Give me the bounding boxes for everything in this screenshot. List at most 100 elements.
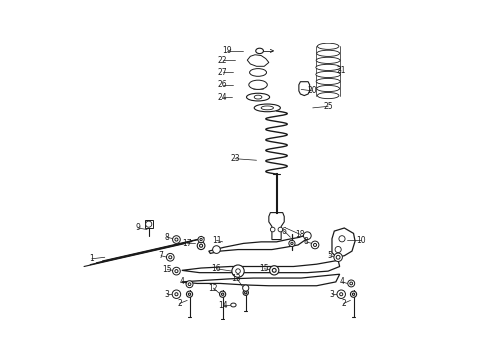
Ellipse shape	[261, 106, 273, 110]
Circle shape	[172, 290, 181, 298]
Circle shape	[172, 236, 180, 243]
Ellipse shape	[249, 69, 267, 76]
Circle shape	[335, 247, 341, 253]
Circle shape	[186, 281, 193, 288]
Text: 16: 16	[212, 264, 221, 273]
Circle shape	[213, 246, 220, 253]
Text: 21: 21	[337, 66, 346, 75]
Text: 23: 23	[230, 154, 240, 163]
Circle shape	[334, 253, 343, 261]
Ellipse shape	[316, 71, 341, 77]
Text: 6: 6	[282, 226, 287, 235]
Ellipse shape	[316, 78, 340, 85]
Circle shape	[314, 243, 317, 247]
Polygon shape	[247, 55, 269, 66]
Text: 13: 13	[232, 274, 241, 283]
Circle shape	[221, 293, 224, 295]
Ellipse shape	[256, 48, 264, 54]
Text: 10: 10	[356, 236, 366, 245]
Circle shape	[200, 238, 202, 241]
Text: 8: 8	[165, 233, 170, 242]
Text: 2: 2	[177, 299, 182, 308]
Circle shape	[340, 293, 343, 296]
Circle shape	[311, 241, 319, 249]
Circle shape	[339, 236, 345, 242]
Text: 1: 1	[89, 254, 94, 263]
Ellipse shape	[249, 80, 268, 89]
Polygon shape	[299, 82, 310, 95]
Polygon shape	[332, 228, 355, 257]
Circle shape	[146, 221, 152, 227]
Circle shape	[336, 255, 340, 259]
Text: 18: 18	[295, 230, 304, 239]
Text: 15: 15	[259, 264, 269, 273]
Ellipse shape	[316, 57, 340, 63]
Text: 3: 3	[330, 290, 334, 299]
Circle shape	[197, 242, 205, 249]
Polygon shape	[182, 274, 340, 286]
Circle shape	[272, 269, 276, 272]
Polygon shape	[145, 220, 152, 228]
Circle shape	[169, 256, 172, 259]
Circle shape	[348, 280, 355, 287]
Ellipse shape	[231, 303, 236, 307]
Circle shape	[270, 227, 275, 232]
Circle shape	[236, 269, 240, 274]
Circle shape	[198, 237, 204, 243]
Circle shape	[350, 282, 353, 285]
Text: 19: 19	[222, 46, 232, 55]
Text: 11: 11	[212, 236, 221, 245]
Circle shape	[270, 266, 279, 275]
Circle shape	[175, 238, 178, 241]
Text: 17: 17	[182, 239, 192, 248]
Polygon shape	[269, 213, 284, 239]
Text: 14: 14	[218, 301, 227, 310]
Circle shape	[175, 293, 178, 296]
Text: 20: 20	[308, 86, 318, 95]
Circle shape	[188, 293, 191, 295]
Circle shape	[243, 290, 248, 295]
Polygon shape	[209, 234, 307, 253]
Text: 4: 4	[340, 278, 344, 287]
Ellipse shape	[318, 43, 339, 49]
Text: 24: 24	[218, 93, 227, 102]
Circle shape	[199, 244, 203, 247]
Text: 26: 26	[218, 80, 227, 89]
Polygon shape	[182, 260, 340, 273]
Ellipse shape	[254, 95, 262, 99]
Circle shape	[220, 291, 226, 297]
Text: 2: 2	[341, 299, 346, 308]
Text: 5: 5	[327, 251, 332, 260]
Ellipse shape	[246, 93, 270, 101]
Text: 3: 3	[165, 290, 170, 299]
Text: 22: 22	[218, 56, 227, 65]
Text: 4: 4	[179, 278, 184, 287]
Ellipse shape	[254, 104, 280, 112]
Circle shape	[352, 293, 355, 295]
Ellipse shape	[316, 64, 341, 71]
Circle shape	[167, 253, 174, 261]
Circle shape	[243, 285, 249, 291]
Circle shape	[186, 291, 193, 297]
Circle shape	[350, 291, 357, 297]
Circle shape	[232, 265, 244, 277]
Text: 7: 7	[159, 251, 164, 260]
Circle shape	[289, 240, 295, 247]
Ellipse shape	[318, 93, 339, 99]
Text: 8: 8	[303, 237, 308, 246]
Ellipse shape	[317, 85, 340, 91]
Circle shape	[303, 232, 311, 239]
Circle shape	[291, 242, 293, 244]
Ellipse shape	[317, 50, 340, 57]
Text: 12: 12	[209, 284, 218, 293]
Circle shape	[188, 283, 191, 285]
Circle shape	[337, 290, 345, 298]
Circle shape	[175, 270, 178, 273]
Circle shape	[245, 292, 247, 294]
Text: 25: 25	[323, 102, 333, 111]
Text: 15: 15	[162, 265, 172, 274]
Text: 9: 9	[136, 224, 140, 233]
Text: 27: 27	[218, 68, 227, 77]
Circle shape	[172, 267, 180, 275]
Circle shape	[278, 227, 283, 232]
